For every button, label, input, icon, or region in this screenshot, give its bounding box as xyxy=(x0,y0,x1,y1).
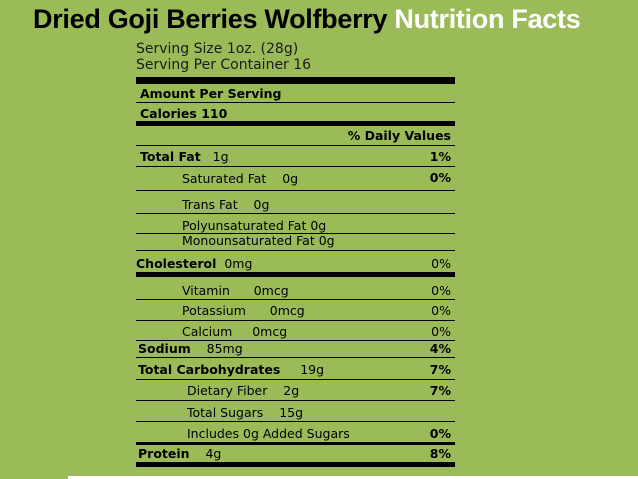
dietary-fiber-label: Dietary Fiber xyxy=(187,383,268,398)
total-sugars-label: Total Sugars xyxy=(187,405,264,420)
divider xyxy=(136,250,455,251)
trans-fat-amount: 0g xyxy=(253,197,270,212)
divider xyxy=(136,379,455,380)
protein-amount: 4g xyxy=(205,446,222,461)
divider xyxy=(136,213,455,214)
trans-fat-label: Trans Fat xyxy=(182,197,238,212)
potassium-label: Potassium xyxy=(182,303,246,318)
polyunsaturated-fat-row: Polyunsaturated Fat 0g xyxy=(182,218,327,233)
total-fat-dv: 1% xyxy=(429,149,451,164)
protein-dv: 8% xyxy=(429,446,451,461)
sodium-label: Sodium xyxy=(138,341,191,356)
cholesterol-amount: 0mg xyxy=(224,256,253,271)
sodium-row: Sodium 85mg xyxy=(138,341,243,356)
saturated-fat-label: Saturated Fat xyxy=(182,171,267,186)
total-sugars-row: Total Sugars 15g xyxy=(187,405,304,420)
divider xyxy=(136,166,455,167)
calcium-label: Calcium xyxy=(182,324,233,339)
divider xyxy=(136,340,455,341)
potassium-amount: 0mcg xyxy=(269,303,305,318)
thick-divider-calories xyxy=(136,121,455,126)
monounsaturated-fat-row: Monounsaturated Fat 0g xyxy=(182,233,335,248)
total-carbohydrates-dv: 7% xyxy=(429,362,451,377)
divider xyxy=(136,320,455,321)
vitamin-amount: 0mcg xyxy=(253,283,289,298)
trans-fat-row: Trans Fat 0g xyxy=(182,197,270,212)
total-sugars-amount: 15g xyxy=(279,405,304,420)
added-sugars-row: Includes 0g Added Sugars xyxy=(187,426,350,441)
cholesterol-row: Cholesterol 0mg xyxy=(136,256,253,271)
thick-divider-bottom xyxy=(136,462,455,467)
bottom-strip xyxy=(68,476,638,479)
sodium-dv: 4% xyxy=(429,341,451,356)
thick-divider-protein xyxy=(136,442,455,445)
divider xyxy=(136,145,455,146)
cholesterol-dv: 0% xyxy=(431,256,451,271)
divider xyxy=(136,102,455,103)
page-title: Dried Goji Berries Wolfberry Nutrition F… xyxy=(33,4,581,35)
amount-per-serving-label: Amount Per Serving xyxy=(140,86,282,101)
vitamin-label: Vitamin xyxy=(182,283,230,298)
divider xyxy=(136,357,455,358)
total-fat-label: Total Fat xyxy=(140,149,201,164)
potassium-row: Potassium 0mcg xyxy=(182,303,305,318)
sodium-amount: 85mg xyxy=(206,341,243,356)
title-suffix: Nutrition Facts xyxy=(394,4,581,34)
calcium-row: Calcium 0mcg xyxy=(182,324,288,339)
calcium-dv: 0% xyxy=(431,324,451,339)
dietary-fiber-dv: 7% xyxy=(429,383,451,398)
thick-divider-top xyxy=(136,77,455,84)
divider xyxy=(136,299,455,300)
total-carbohydrates-label: Total Carbohydrates xyxy=(138,362,281,377)
divider xyxy=(136,233,455,234)
calories-label: Calories 110 xyxy=(140,106,228,121)
calcium-amount: 0mcg xyxy=(252,324,288,339)
divider xyxy=(136,400,455,401)
vitamin-dv: 0% xyxy=(431,283,451,298)
dietary-fiber-amount: 2g xyxy=(283,383,300,398)
serving-size: Serving Size 1oz. (28g) xyxy=(136,41,299,57)
dietary-fiber-row: Dietary Fiber 2g xyxy=(187,383,300,398)
servings-per-container: Serving Per Container 16 xyxy=(136,57,312,73)
saturated-fat-dv: 0% xyxy=(429,170,451,185)
saturated-fat-row: Saturated Fat 0g xyxy=(182,171,299,186)
total-fat-amount: 1g xyxy=(212,149,229,164)
total-carbohydrates-row: Total Carbohydrates 19g xyxy=(138,362,325,377)
product-name: Dried Goji Berries Wolfberry xyxy=(33,4,388,34)
saturated-fat-amount: 0g xyxy=(282,171,299,186)
vitamin-row: Vitamin 0mcg xyxy=(182,283,289,298)
total-carbohydrates-amount: 19g xyxy=(300,362,325,377)
protein-label: Protein xyxy=(138,446,190,461)
added-sugars-dv: 0% xyxy=(429,426,451,441)
divider xyxy=(136,190,455,191)
protein-row: Protein 4g xyxy=(138,446,222,461)
cholesterol-label: Cholesterol xyxy=(136,256,217,271)
total-fat-row: Total Fat 1g xyxy=(140,149,229,164)
divider xyxy=(136,421,455,422)
daily-values-header: % Daily Values xyxy=(347,128,451,143)
thick-divider-cholesterol xyxy=(136,272,455,277)
potassium-dv: 0% xyxy=(431,303,451,318)
